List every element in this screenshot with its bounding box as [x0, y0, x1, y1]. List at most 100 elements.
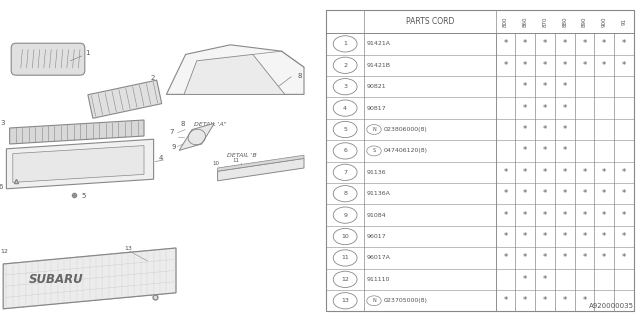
Polygon shape: [184, 54, 285, 94]
Text: 2: 2: [343, 63, 347, 68]
Text: *: *: [543, 147, 547, 156]
Text: 047406120(8): 047406120(8): [383, 148, 428, 153]
Text: 8: 8: [343, 191, 347, 196]
Text: 10: 10: [212, 161, 220, 166]
Text: *: *: [602, 168, 606, 177]
Text: *: *: [543, 189, 547, 198]
Text: *: *: [582, 168, 586, 177]
Text: 870: 870: [543, 16, 547, 27]
Text: 860: 860: [523, 16, 528, 27]
Text: *: *: [543, 296, 547, 305]
Text: DETAIL 'B: DETAIL 'B: [227, 153, 257, 158]
Bar: [326, 10, 634, 33]
Text: 96017A: 96017A: [367, 255, 391, 260]
Text: *: *: [523, 39, 527, 48]
Text: 12: 12: [341, 277, 349, 282]
Polygon shape: [88, 80, 162, 118]
Text: *: *: [563, 147, 567, 156]
Text: 023705000(8): 023705000(8): [383, 298, 428, 303]
Text: *: *: [523, 296, 527, 305]
Text: *: *: [582, 296, 586, 305]
Text: *: *: [563, 39, 567, 48]
Text: *: *: [621, 211, 626, 220]
Text: *: *: [523, 147, 527, 156]
Text: *: *: [504, 296, 508, 305]
Text: 800: 800: [503, 16, 508, 27]
Text: *: *: [563, 253, 567, 262]
Text: 1: 1: [343, 41, 347, 46]
Text: *: *: [602, 253, 606, 262]
Text: 90821: 90821: [367, 84, 387, 89]
Text: 12: 12: [0, 249, 8, 254]
Text: *: *: [543, 61, 547, 70]
Text: *: *: [602, 189, 606, 198]
Polygon shape: [166, 45, 304, 94]
Text: N: N: [372, 127, 376, 132]
Text: *: *: [523, 275, 527, 284]
Text: 2: 2: [150, 75, 155, 81]
Text: *: *: [523, 61, 527, 70]
Text: 900: 900: [602, 16, 607, 27]
Text: 91421A: 91421A: [367, 41, 391, 46]
Text: *: *: [543, 253, 547, 262]
Text: *: *: [523, 104, 527, 113]
Text: 11: 11: [341, 255, 349, 260]
Text: 10: 10: [341, 234, 349, 239]
Text: *: *: [563, 211, 567, 220]
Text: *: *: [563, 168, 567, 177]
Text: *: *: [563, 232, 567, 241]
Text: 91136: 91136: [367, 170, 387, 175]
Text: *: *: [582, 232, 586, 241]
Text: 91421B: 91421B: [367, 63, 391, 68]
Text: *: *: [543, 211, 547, 220]
Text: *: *: [543, 82, 547, 91]
Polygon shape: [218, 158, 304, 181]
Polygon shape: [10, 120, 144, 144]
Text: *: *: [602, 39, 606, 48]
Text: *: *: [543, 232, 547, 241]
Text: SUBARU: SUBARU: [29, 273, 83, 286]
Polygon shape: [6, 139, 154, 189]
Text: *: *: [621, 189, 626, 198]
Text: *: *: [563, 82, 567, 91]
FancyBboxPatch shape: [11, 43, 84, 75]
Text: *: *: [563, 61, 567, 70]
Text: 91: 91: [621, 18, 627, 25]
Text: 9: 9: [343, 212, 347, 218]
Text: *: *: [523, 253, 527, 262]
Text: 90817: 90817: [367, 106, 387, 111]
Text: *: *: [504, 211, 508, 220]
Text: *: *: [504, 189, 508, 198]
Text: 4: 4: [159, 155, 163, 161]
Text: S: S: [372, 148, 376, 153]
Text: *: *: [523, 125, 527, 134]
Text: N: N: [372, 298, 376, 303]
Text: 3: 3: [343, 84, 347, 89]
Text: *: *: [504, 168, 508, 177]
Text: *: *: [523, 82, 527, 91]
Text: *: *: [543, 39, 547, 48]
Text: 6: 6: [343, 148, 347, 153]
Text: 8: 8: [298, 73, 302, 79]
Text: 96017: 96017: [367, 234, 387, 239]
Text: 8: 8: [181, 121, 186, 127]
Text: *: *: [523, 232, 527, 241]
Text: 6: 6: [0, 184, 3, 190]
Text: 5: 5: [343, 127, 347, 132]
Text: 13: 13: [125, 246, 132, 251]
Text: 890: 890: [582, 16, 587, 27]
Text: *: *: [582, 39, 586, 48]
Text: 880: 880: [562, 16, 567, 27]
Text: *: *: [563, 125, 567, 134]
Text: 91136A: 91136A: [367, 191, 391, 196]
Text: *: *: [563, 296, 567, 305]
Text: 1: 1: [84, 50, 90, 56]
Text: *: *: [543, 125, 547, 134]
Text: 3: 3: [0, 120, 4, 126]
Text: *: *: [523, 211, 527, 220]
Text: *: *: [504, 232, 508, 241]
Text: 11: 11: [232, 157, 239, 163]
Text: *: *: [543, 168, 547, 177]
Text: 911110: 911110: [367, 277, 390, 282]
Text: *: *: [504, 253, 508, 262]
